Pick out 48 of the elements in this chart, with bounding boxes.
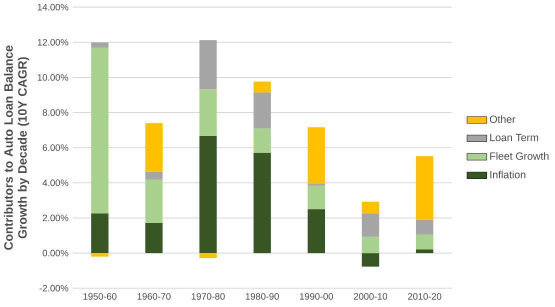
bar [91, 42, 108, 48]
y-tick-label: 8.00% [42, 109, 68, 116]
bar [308, 209, 326, 254]
legend-label: Inflation [490, 170, 526, 179]
bar [145, 172, 163, 180]
bar [416, 234, 434, 250]
y-tick-label: 12.00% [38, 39, 68, 46]
y-tick-label: 0.00% [42, 250, 68, 257]
x-tick-label: 1990-00 [300, 293, 334, 300]
x-tick-label: 1960-70 [138, 293, 171, 300]
legend-label: Loan Term [490, 134, 538, 142]
bar [416, 220, 434, 235]
bar [362, 202, 380, 214]
bar [91, 253, 108, 257]
bar [416, 250, 434, 254]
bar [199, 253, 217, 258]
bar [199, 89, 217, 136]
bar [362, 236, 380, 254]
x-tick-label: 1970-80 [192, 293, 225, 300]
bar [254, 152, 271, 254]
bar [254, 82, 271, 93]
legend-label: Other [490, 115, 516, 124]
y-tick-label: 10.00% [38, 74, 68, 81]
bar [199, 136, 217, 254]
bar [254, 128, 271, 153]
x-tick-label: 1950-60 [83, 293, 116, 300]
bar [145, 223, 163, 254]
bar [308, 186, 326, 210]
bar [91, 214, 108, 254]
bar [308, 127, 326, 184]
bar [416, 156, 434, 220]
y-tick-label: -2.00% [40, 285, 68, 292]
bar [145, 123, 163, 172]
bar [199, 40, 217, 90]
y-tick-label: 6.00% [42, 144, 68, 152]
y-tick-label: 2.00% [42, 214, 68, 222]
x-tick-label: 1980-90 [246, 293, 279, 300]
bar [91, 48, 108, 214]
bar [254, 92, 271, 129]
y-tick-label: 14.00% [38, 4, 68, 11]
x-tick-label: 2010-20 [408, 293, 442, 300]
bar [362, 253, 380, 267]
legend-label: Fleet Growth [490, 152, 549, 160]
y-tick-label: 4.00% [42, 180, 68, 186]
y-axis-title: Contributors to Auto Loan Balance Growth by Decade (10Y CAGR) [4, 46, 30, 250]
x-tick-label: 2000-10 [354, 293, 388, 300]
bar [362, 214, 380, 237]
bar [145, 180, 163, 224]
